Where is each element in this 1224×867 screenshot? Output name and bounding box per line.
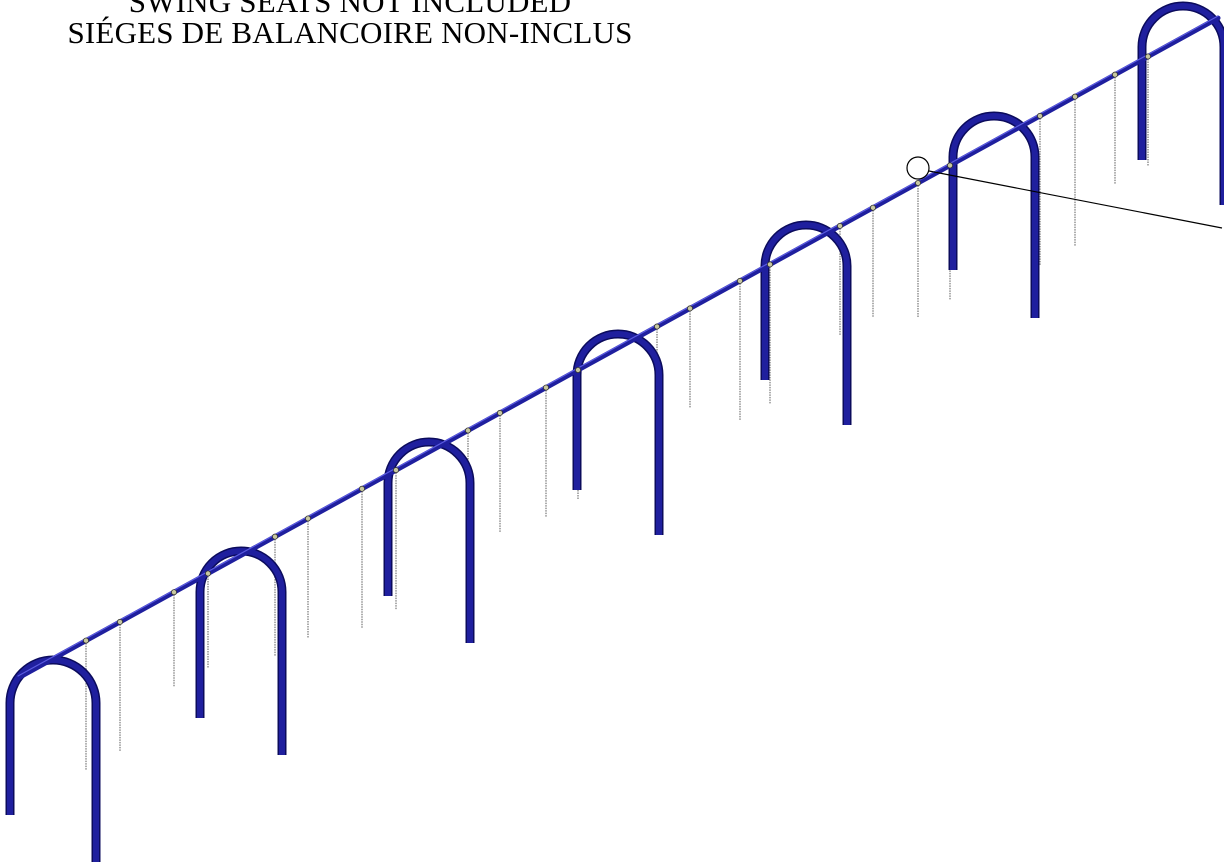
swing-chains — [85, 56, 1149, 771]
top-beam — [15, 15, 1221, 681]
swing-hanger-9 — [464, 427, 471, 434]
arch-2-shadow — [195, 546, 287, 755]
notice-text: SWING SEATS NOT INCLUDED SIÉGES DE BALAN… — [0, 0, 700, 48]
arch-6 — [950, 113, 1038, 318]
swing-hanger-22 — [1072, 93, 1079, 100]
arch-3 — [385, 439, 473, 643]
arch-6-shadow — [948, 111, 1040, 318]
swing-hanger-12 — [575, 366, 582, 373]
swing-hanger-11 — [543, 384, 550, 391]
arch-1 — [7, 657, 99, 862]
arch-5 — [762, 222, 850, 425]
top-beam-group — [15, 15, 1221, 681]
swing-hanger-24 — [1145, 53, 1152, 60]
swing-hanger-16 — [767, 261, 774, 268]
swing-hanger-14 — [687, 305, 694, 312]
arch-1-shadow — [5, 655, 101, 862]
arch-7 — [1139, 3, 1224, 205]
swing-hanger-10 — [496, 409, 503, 416]
swing-hangers — [83, 53, 1152, 644]
notice-line-english: SWING SEATS NOT INCLUDED — [128, 0, 572, 19]
arch-5-shadow — [760, 220, 852, 425]
swing-hanger-18 — [870, 204, 877, 211]
swing-hanger-5 — [271, 533, 278, 540]
swing-hanger-19 — [915, 179, 922, 186]
detail-callout-leader — [928, 170, 1223, 229]
swing-hanger-17 — [837, 222, 844, 229]
swing-hanger-23 — [1112, 71, 1119, 78]
arch-2 — [197, 548, 285, 755]
swing-hanger-8 — [392, 467, 399, 474]
detail-callout-circle — [906, 156, 930, 180]
swing-hanger-4 — [204, 570, 211, 577]
swing-hanger-15 — [737, 277, 744, 284]
arch-4 — [574, 331, 662, 535]
swing-hanger-6 — [304, 515, 311, 522]
swing-hanger-2 — [117, 618, 124, 625]
swing-hanger-3 — [170, 589, 177, 596]
top-beam-highlight — [17, 15, 1219, 677]
detail-callout — [906, 156, 1223, 229]
swing-hanger-20 — [947, 162, 954, 169]
swing-hanger-13 — [654, 323, 661, 330]
notice-line-french: SIÉGES DE BALANCOIRE NON-INCLUS — [67, 15, 633, 50]
arch-legs — [5, 1, 1224, 862]
swing-hanger-1 — [83, 637, 90, 644]
swing-hanger-7 — [358, 485, 365, 492]
swing-hanger-21 — [1037, 112, 1044, 119]
arch-3-shadow — [383, 437, 475, 643]
